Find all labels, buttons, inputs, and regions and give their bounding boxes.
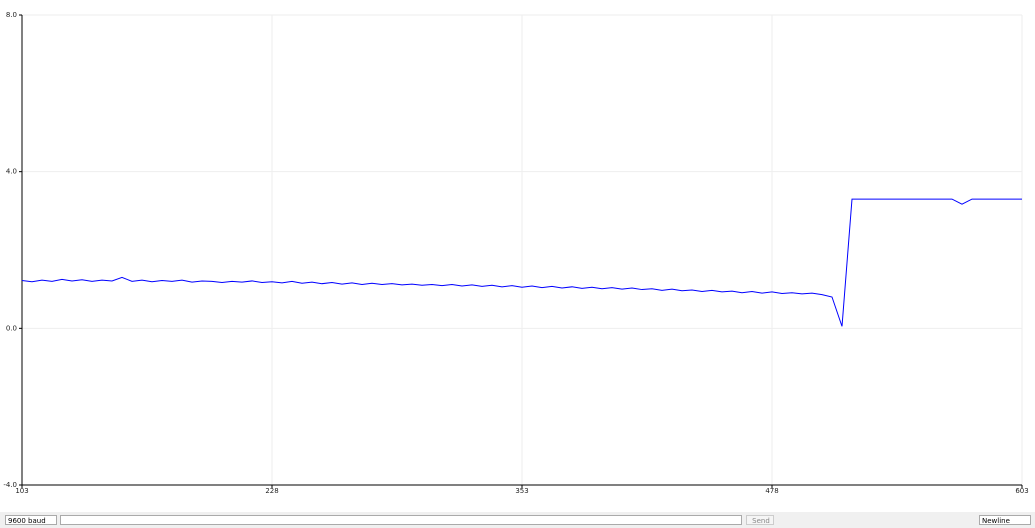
- data-line: [21, 198, 1022, 327]
- x-tick-label: 228: [265, 487, 278, 495]
- x-tick-label: 353: [515, 487, 528, 495]
- x-tick-label: 103: [15, 487, 28, 495]
- x-tick-label: 478: [765, 487, 778, 495]
- x-tick-label: 603: [1015, 487, 1028, 495]
- plot: -4.0 0.0 4.0 8.0 103 228 353 478 603: [3, 11, 1028, 495]
- baud-select[interactable]: 9600 baud: [5, 515, 57, 525]
- message-input[interactable]: [60, 515, 742, 525]
- y-tick-label: -4.0: [3, 481, 17, 489]
- line-ending-select[interactable]: Newline: [979, 515, 1031, 525]
- y-tick-label: 8.0: [6, 11, 17, 19]
- y-tick-label: 4.0: [6, 168, 17, 176]
- send-button[interactable]: Send: [746, 515, 774, 525]
- y-tick-label: 0.0: [6, 324, 17, 332]
- toolbar: 9600 baud Send Newline: [0, 512, 1035, 528]
